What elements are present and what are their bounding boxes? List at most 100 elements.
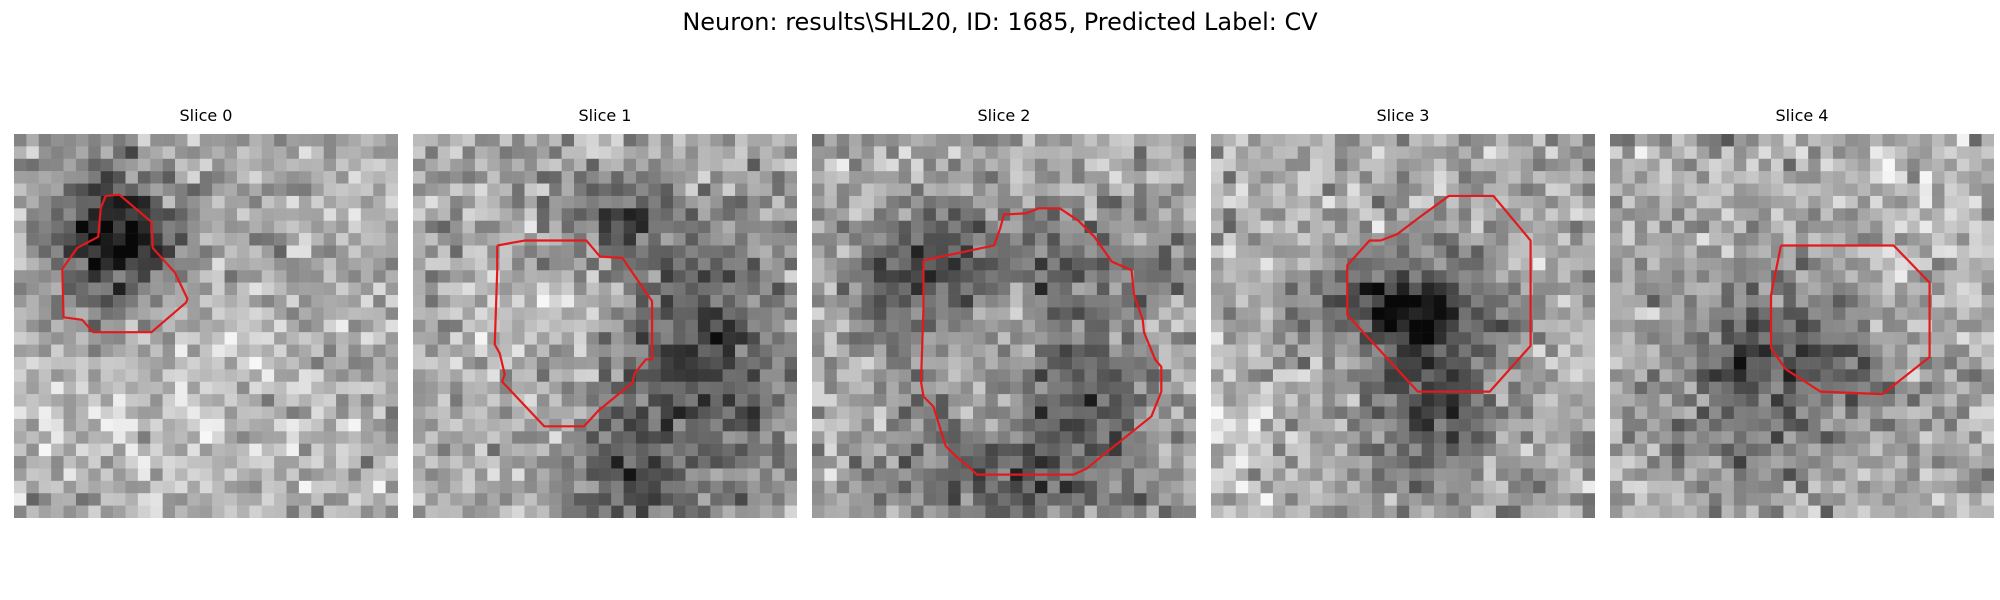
- image-pixel: [598, 195, 612, 209]
- image-pixel: [1322, 270, 1336, 283]
- image-pixel: [1372, 356, 1385, 370]
- image-pixel: [348, 183, 362, 197]
- image-pixel: [722, 468, 736, 482]
- image-pixel: [63, 270, 77, 283]
- image-pixel: [911, 344, 924, 358]
- image-pixel: [1721, 270, 1735, 283]
- image-pixel: [824, 208, 838, 221]
- image-pixel: [1134, 394, 1147, 407]
- image-pixel: [710, 282, 723, 296]
- image-pixel: [772, 295, 785, 308]
- image-pixel: [1121, 307, 1135, 321]
- image-pixel: [973, 443, 986, 457]
- image-pixel: [1409, 183, 1422, 197]
- image-pixel: [1969, 233, 1982, 246]
- image-pixel: [1334, 356, 1348, 370]
- image-pixel: [1471, 394, 1484, 407]
- image-pixel: [747, 307, 761, 321]
- image-pixel: [249, 295, 262, 308]
- image-pixel: [413, 282, 426, 296]
- image-pixel: [685, 183, 699, 197]
- image-pixel: [125, 208, 139, 221]
- image-pixel: [536, 158, 550, 172]
- image-pixel: [88, 134, 101, 147]
- image-pixel: [635, 183, 649, 197]
- image-pixel: [499, 146, 513, 160]
- image-pixel: [1458, 456, 1472, 469]
- image-pixel: [1146, 171, 1160, 184]
- image-pixel: [487, 319, 500, 333]
- image-pixel: [348, 456, 362, 469]
- image-pixel: [1223, 319, 1237, 333]
- image-pixel: [512, 158, 525, 172]
- image-pixel: [710, 220, 723, 234]
- image-pixel: [1183, 356, 1196, 370]
- image-pixel: [1359, 257, 1373, 271]
- image-pixel: [1285, 158, 1298, 172]
- image-pixel: [1171, 208, 1184, 221]
- image-pixel: [1334, 233, 1348, 246]
- image-pixel: [100, 493, 114, 506]
- image-pixel: [1545, 257, 1559, 271]
- image-pixel: [286, 381, 300, 395]
- image-pixel: [125, 369, 139, 382]
- image-pixel: [1944, 456, 1958, 469]
- image-pixel: [1981, 245, 1994, 259]
- image-pixel: [1857, 195, 1871, 209]
- image-pixel: [1610, 344, 1623, 358]
- image-pixel: [598, 468, 612, 482]
- image-pixel: [1059, 480, 1073, 494]
- image-pixel: [26, 319, 40, 333]
- image-pixel: [524, 220, 538, 234]
- image-pixel: [1932, 480, 1945, 494]
- image-pixel: [635, 332, 649, 345]
- image-pixel: [14, 369, 27, 382]
- image-pixel: [586, 245, 600, 259]
- image-pixel: [561, 158, 575, 172]
- image-pixel: [14, 456, 27, 469]
- image-pixel: [911, 171, 924, 184]
- image-pixel: [1783, 505, 1797, 518]
- image-pixel: [462, 443, 476, 457]
- image-pixel: [413, 183, 426, 197]
- image-pixel: [710, 171, 723, 184]
- image-pixel: [1533, 270, 1546, 283]
- image-pixel: [1421, 505, 1435, 518]
- image-pixel: [648, 171, 661, 184]
- image-pixel: [735, 208, 748, 221]
- image-pixel: [63, 369, 77, 382]
- image-pixel: [1034, 456, 1048, 469]
- image-pixel: [1146, 431, 1160, 444]
- image-pixel: [1758, 480, 1772, 494]
- image-pixel: [385, 233, 398, 246]
- image-pixel: [1557, 245, 1571, 259]
- image-pixel: [1359, 220, 1373, 234]
- image-pixel: [1684, 319, 1697, 333]
- image-pixel: [1981, 332, 1994, 345]
- image-pixel: [824, 171, 838, 184]
- image-pixel: [261, 270, 275, 283]
- image-pixel: [360, 332, 374, 345]
- image-pixel: [1248, 431, 1261, 444]
- image-pixel: [536, 220, 550, 234]
- image-pixel: [1297, 418, 1311, 432]
- image-pixel: [861, 344, 875, 358]
- image-pixel: [75, 493, 89, 506]
- image-pixel: [323, 406, 337, 420]
- image-pixel: [212, 356, 225, 370]
- image-pixel: [598, 220, 612, 234]
- image-pixel: [175, 332, 188, 345]
- image-pixel: [886, 158, 899, 172]
- image-pixel: [935, 332, 949, 345]
- image-pixel: [1758, 319, 1772, 333]
- image-pixel: [1622, 270, 1636, 283]
- image-pixel: [1758, 468, 1772, 482]
- slice-title-0: Slice 0: [179, 106, 233, 125]
- image-pixel: [212, 270, 225, 283]
- image-pixel: [1134, 220, 1147, 234]
- image-pixel: [660, 233, 674, 246]
- image-pixel: [1721, 418, 1735, 432]
- image-pixel: [574, 270, 587, 283]
- image-pixel: [249, 493, 262, 506]
- image-pixel: [759, 418, 773, 432]
